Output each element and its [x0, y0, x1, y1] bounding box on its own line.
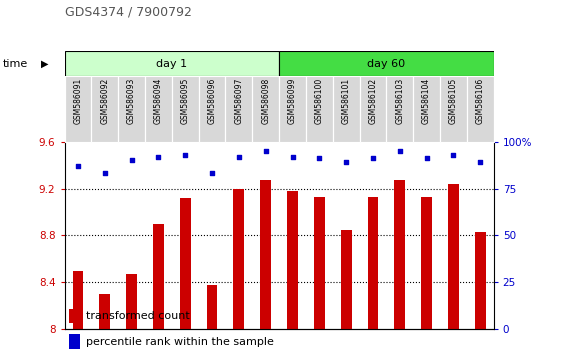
Bar — [387, 76, 413, 142]
Text: GDS4374 / 7900792: GDS4374 / 7900792 — [65, 5, 191, 18]
Bar — [413, 76, 440, 142]
Bar — [72, 270, 83, 329]
Bar — [448, 184, 459, 329]
Bar — [440, 76, 467, 142]
Bar — [99, 294, 110, 329]
Text: GSM586095: GSM586095 — [181, 78, 190, 125]
Bar — [306, 76, 333, 142]
Bar — [65, 76, 91, 142]
Point — [449, 152, 458, 158]
Point — [73, 163, 82, 169]
Point — [127, 158, 136, 163]
Bar — [367, 197, 378, 329]
Text: time: time — [3, 59, 28, 69]
Text: day 60: day 60 — [367, 59, 406, 69]
Bar — [287, 191, 298, 329]
Bar — [394, 180, 405, 329]
Text: percentile rank within the sample: percentile rank within the sample — [86, 337, 274, 347]
Text: GSM586105: GSM586105 — [449, 78, 458, 124]
Text: GSM586091: GSM586091 — [73, 78, 82, 124]
Bar — [126, 274, 137, 329]
Bar — [145, 76, 172, 142]
Point — [342, 159, 351, 165]
Text: GSM586099: GSM586099 — [288, 78, 297, 125]
Text: day 1: day 1 — [157, 59, 187, 69]
Point — [100, 171, 109, 176]
Text: GSM586097: GSM586097 — [234, 78, 243, 125]
Bar — [475, 232, 486, 329]
Bar — [260, 180, 271, 329]
Bar — [180, 198, 191, 329]
Text: transformed count: transformed count — [86, 311, 190, 321]
Text: GSM586103: GSM586103 — [396, 78, 404, 124]
Point — [154, 154, 163, 159]
Bar — [69, 335, 80, 349]
Bar — [421, 197, 432, 329]
Text: GSM586092: GSM586092 — [100, 78, 109, 124]
Point — [234, 154, 243, 159]
Bar — [91, 76, 118, 142]
Point — [315, 156, 324, 161]
Point — [208, 171, 217, 176]
Bar — [233, 189, 244, 329]
Bar — [360, 76, 387, 142]
Point — [288, 154, 297, 159]
Bar — [199, 76, 226, 142]
Bar — [279, 76, 306, 142]
Text: GSM586100: GSM586100 — [315, 78, 324, 124]
Bar — [172, 76, 199, 142]
Bar — [279, 51, 494, 76]
Bar — [65, 51, 279, 76]
Bar — [252, 76, 279, 142]
Bar — [153, 224, 164, 329]
Bar — [69, 309, 80, 323]
Text: GSM586102: GSM586102 — [369, 78, 378, 124]
Text: GSM586104: GSM586104 — [422, 78, 431, 124]
Bar — [226, 76, 252, 142]
Text: ▶: ▶ — [41, 59, 48, 69]
Bar — [118, 76, 145, 142]
Bar — [314, 197, 325, 329]
Point — [422, 156, 431, 161]
Text: GSM586098: GSM586098 — [261, 78, 270, 124]
Point — [181, 152, 190, 158]
Point — [476, 159, 485, 165]
Bar — [467, 76, 494, 142]
Text: GSM586094: GSM586094 — [154, 78, 163, 125]
Bar — [206, 285, 218, 329]
Point — [261, 148, 270, 154]
Text: GSM586101: GSM586101 — [342, 78, 351, 124]
Text: GSM586106: GSM586106 — [476, 78, 485, 124]
Point — [396, 148, 404, 154]
Text: GSM586096: GSM586096 — [208, 78, 217, 125]
Bar — [333, 76, 360, 142]
Point — [369, 156, 378, 161]
Text: GSM586093: GSM586093 — [127, 78, 136, 125]
Bar — [341, 229, 352, 329]
